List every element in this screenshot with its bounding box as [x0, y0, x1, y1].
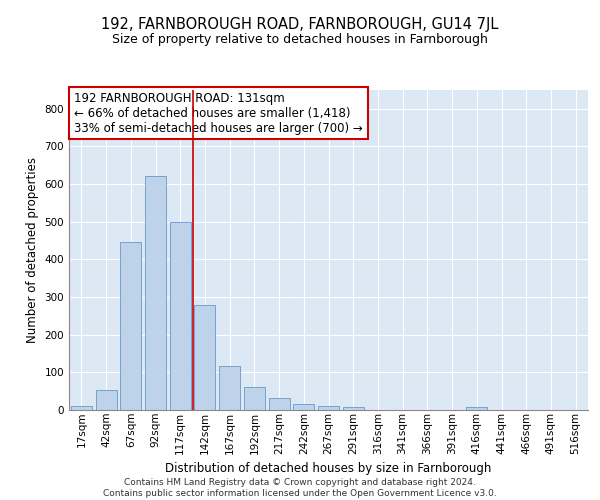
Bar	[71, 406, 92, 410]
Bar	[343, 408, 364, 410]
Bar	[95, 390, 116, 410]
Text: Contains HM Land Registry data © Crown copyright and database right 2024.
Contai: Contains HM Land Registry data © Crown c…	[103, 478, 497, 498]
Text: 192 FARNBOROUGH ROAD: 131sqm
← 66% of detached houses are smaller (1,418)
33% of: 192 FARNBOROUGH ROAD: 131sqm ← 66% of de…	[74, 92, 363, 134]
Bar	[466, 408, 487, 410]
Bar	[145, 176, 166, 410]
Bar	[244, 386, 265, 410]
Bar	[120, 242, 141, 410]
Bar	[219, 366, 240, 410]
Bar	[170, 222, 191, 410]
Text: 192, FARNBOROUGH ROAD, FARNBOROUGH, GU14 7JL: 192, FARNBOROUGH ROAD, FARNBOROUGH, GU14…	[101, 18, 499, 32]
Bar	[269, 398, 290, 410]
Bar	[318, 406, 339, 410]
X-axis label: Distribution of detached houses by size in Farnborough: Distribution of detached houses by size …	[166, 462, 491, 475]
Text: Size of property relative to detached houses in Farnborough: Size of property relative to detached ho…	[112, 32, 488, 46]
Bar	[293, 404, 314, 410]
Bar	[194, 304, 215, 410]
Y-axis label: Number of detached properties: Number of detached properties	[26, 157, 39, 343]
